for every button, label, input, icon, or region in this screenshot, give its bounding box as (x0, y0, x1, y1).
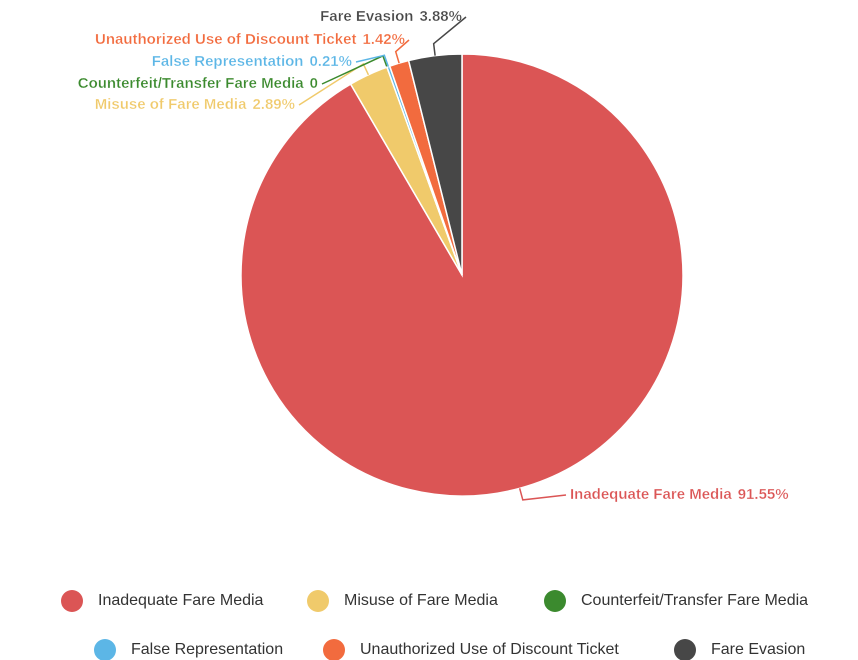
legend-label: False Representation (131, 641, 283, 658)
leader-line (432, 16, 467, 56)
legend-marker (307, 590, 329, 612)
slice-label-value: 0 (310, 75, 318, 92)
slice-label-value: 0.21% (309, 53, 352, 70)
legend-label: Unauthorized Use of Discount Ticket (360, 641, 619, 658)
slice-label-name: Inadequate Fare Media (570, 486, 732, 503)
legend-marker (94, 639, 116, 660)
legend-marker (61, 590, 83, 612)
slice-label: Inadequate Fare Media 91.55% (570, 486, 789, 503)
slice-label-name: Fare Evasion (320, 8, 413, 25)
slice-label: Misuse of Fare Media 2.89% (95, 96, 295, 113)
legend-label: Counterfeit/Transfer Fare Media (581, 592, 808, 609)
slice-label-value: 91.55% (738, 486, 789, 503)
slice-label: Counterfeit/Transfer Fare Media 0 (78, 75, 318, 92)
legend-label: Fare Evasion (711, 641, 805, 658)
slice-label-value: 2.89% (252, 96, 295, 113)
slice-label-name: False Representation (152, 53, 304, 70)
slice-label-name: Misuse of Fare Media (95, 96, 247, 113)
slice-label: Unauthorized Use of Discount Ticket 1.42% (95, 31, 405, 48)
slice-label-value: 1.42% (362, 31, 405, 48)
leader-line (394, 39, 410, 64)
leader-line (518, 488, 567, 501)
legend-marker (544, 590, 566, 612)
pie-slice (407, 53, 463, 276)
legend-label: Inadequate Fare Media (98, 592, 264, 609)
legend-marker (323, 639, 345, 660)
legend-marker (674, 639, 696, 660)
slice-label-name: Unauthorized Use of Discount Ticket (95, 31, 356, 48)
slice-label: Fare Evasion 3.88% (320, 8, 462, 25)
legend-label: Misuse of Fare Media (344, 592, 498, 609)
slice-label: False Representation 0.21% (152, 53, 352, 70)
leader-line (298, 62, 370, 106)
leader-line (355, 54, 390, 67)
slice-label-name: Counterfeit/Transfer Fare Media (78, 75, 305, 92)
slice-label-value: 3.88% (419, 8, 462, 25)
